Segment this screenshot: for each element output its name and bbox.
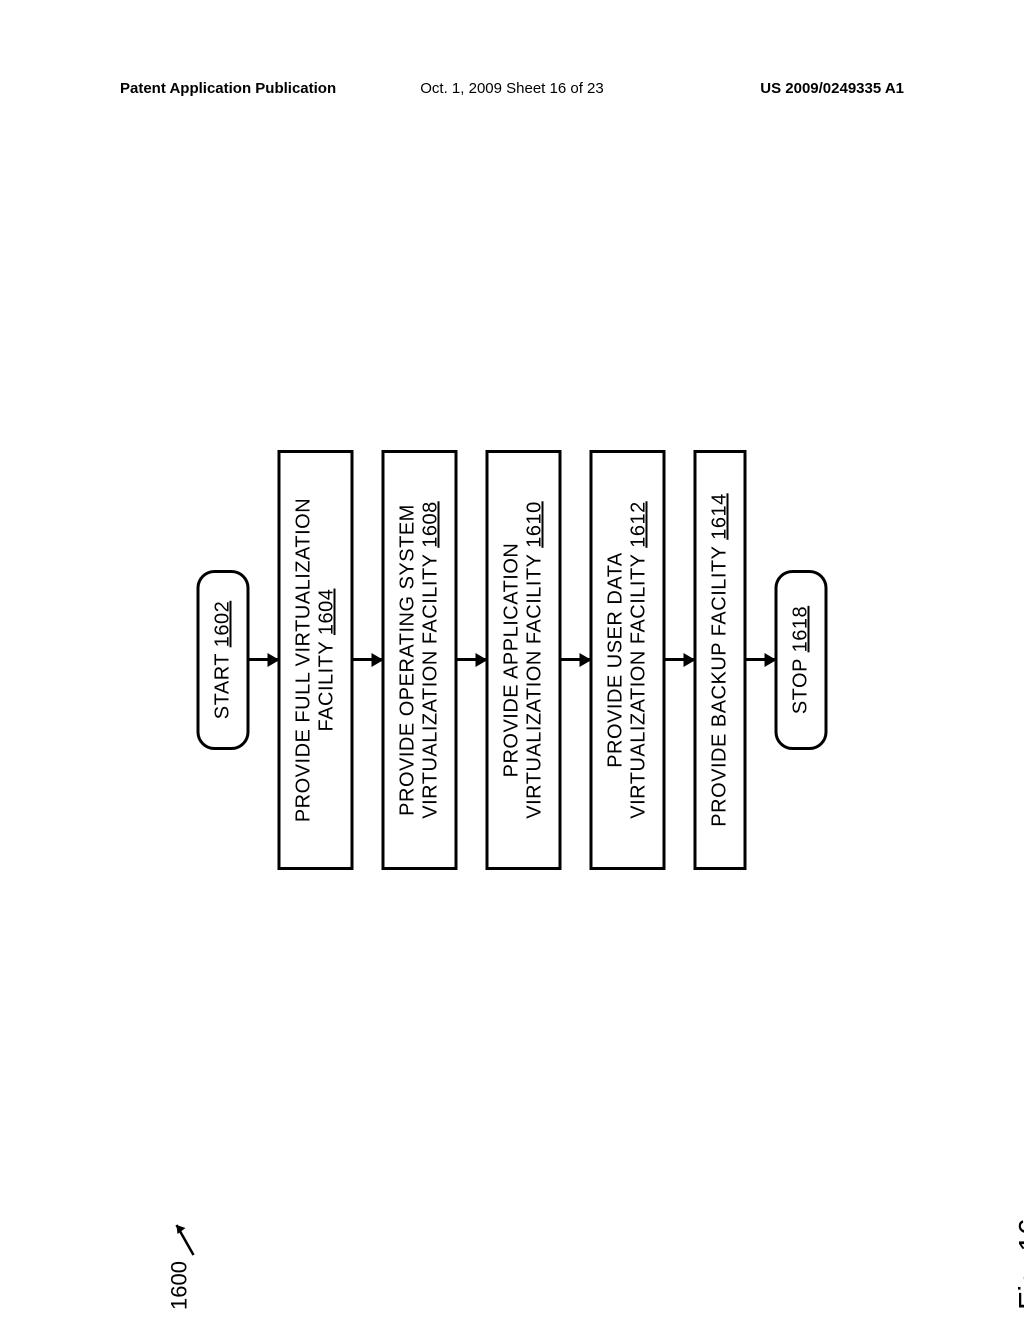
- node-ref: 1610: [524, 501, 546, 548]
- node-line2: FACILITY: [316, 641, 338, 731]
- arrow-down-icon: [747, 659, 775, 662]
- node-line1: PROVIDE APPLICATION: [501, 473, 524, 847]
- reference-arrow-icon: [169, 1210, 199, 1260]
- node-ref: 1604: [316, 589, 338, 636]
- flowchart-node-app-virtualization: PROVIDE APPLICATION VIRTUALIZATION FACIL…: [486, 450, 562, 870]
- node-line1: PROVIDE OPERATING SYSTEM: [397, 473, 420, 847]
- node-line1: PROVIDE BACKUP FACILITY: [709, 546, 731, 827]
- arrow-down-icon: [354, 659, 382, 662]
- node-ref: 1608: [420, 501, 442, 548]
- flowchart-node-start: START 1602: [197, 570, 250, 750]
- header-right: US 2009/0249335 A1: [760, 80, 904, 97]
- figure-label: Fig. 16: [1014, 1218, 1024, 1310]
- flowchart-node-stop: STOP 1618: [775, 570, 828, 750]
- figure-container: 1600 START 1602 PROVIDE FULL VIRTUALIZAT…: [197, 210, 828, 1110]
- node-line2: VIRTUALIZATION FACILITY: [420, 554, 442, 819]
- page-header: Patent Application Publication Oct. 1, 2…: [0, 80, 1024, 97]
- arrow-down-icon: [666, 659, 694, 662]
- node-line2: VIRTUALIZATION FACILITY: [628, 554, 650, 819]
- flowchart-node-os-virtualization: PROVIDE OPERATING SYSTEM VIRTUALIZATION …: [382, 450, 458, 870]
- reference-number: 1600: [167, 1261, 193, 1310]
- node-text: STOP: [790, 658, 812, 714]
- node-ref: 1612: [628, 501, 650, 548]
- header-center: Oct. 1, 2009 Sheet 16 of 23: [420, 80, 603, 97]
- arrow-down-icon: [562, 659, 590, 662]
- node-line1: PROVIDE FULL VIRTUALIZATION: [293, 473, 316, 847]
- flowchart: START 1602 PROVIDE FULL VIRTUALIZATION F…: [197, 210, 828, 1110]
- arrow-down-icon: [458, 659, 486, 662]
- flowchart-node-full-virtualization: PROVIDE FULL VIRTUALIZATION FACILITY 160…: [278, 450, 354, 870]
- flowchart-node-user-data-virtualization: PROVIDE USER DATA VIRTUALIZATION FACILIT…: [590, 450, 666, 870]
- arrow-down-icon: [250, 659, 278, 662]
- flowchart-node-backup: PROVIDE BACKUP FACILITY 1614: [694, 450, 747, 870]
- node-ref: 1618: [790, 606, 812, 653]
- header-left: Patent Application Publication: [120, 80, 336, 97]
- node-line1: PROVIDE USER DATA: [605, 473, 628, 847]
- node-text: START: [212, 653, 234, 719]
- node-ref: 1614: [709, 493, 731, 540]
- node-ref: 1602: [212, 601, 234, 648]
- node-line2: VIRTUALIZATION FACILITY: [524, 554, 546, 819]
